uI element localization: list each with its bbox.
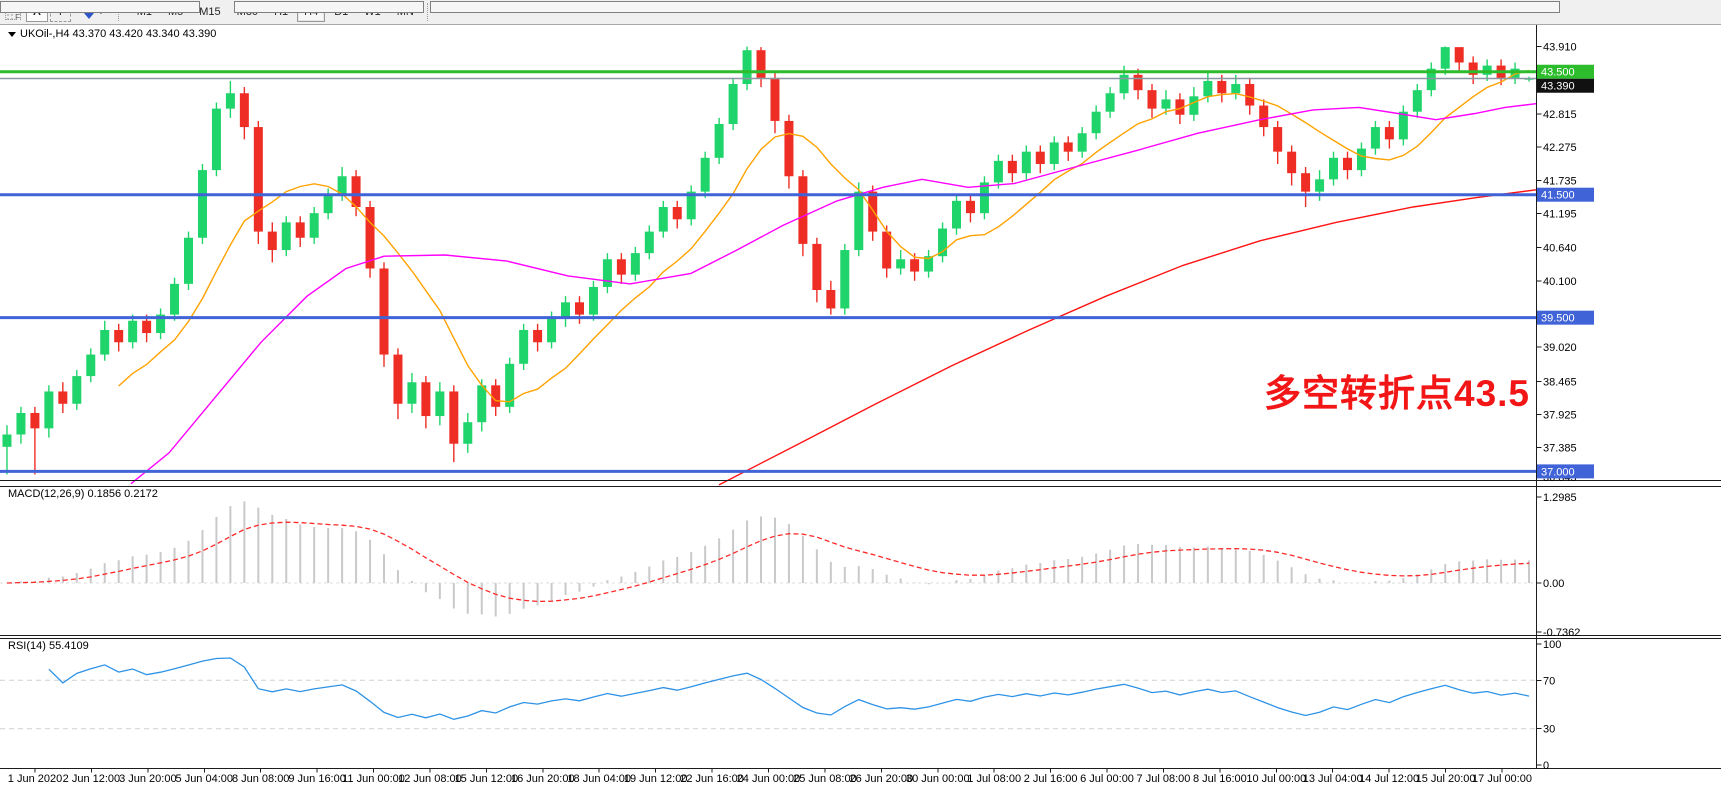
- rsi-value: 55.4109: [48, 640, 89, 652]
- svg-text:16 Jun 20:00: 16 Jun 20:00: [511, 773, 575, 785]
- candles-layer: [2, 46, 1534, 475]
- symbol-ohlc-text: UKOil-,H4 43.370 43.420 43.340 43.390: [20, 28, 217, 40]
- svg-text:2 Jun 12:00: 2 Jun 12:00: [63, 773, 121, 785]
- svg-text:100: 100: [1543, 639, 1561, 651]
- svg-text:42.815: 42.815: [1543, 109, 1577, 121]
- svg-text:11 Jun 00:00: 11 Jun 00:00: [342, 773, 405, 785]
- macd-histogram: [19, 501, 1531, 617]
- axis-price-label-37.000: 37.000: [1537, 464, 1594, 479]
- symbol-header: UKOil-,H4 43.370 43.420 43.340 43.390: [8, 28, 216, 40]
- svg-text:15 Jul 20:00: 15 Jul 20:00: [1416, 773, 1476, 785]
- macd-values: 0.1856 0.2172: [87, 488, 158, 500]
- svg-text:40.640: 40.640: [1543, 243, 1577, 255]
- svg-text:13 Jul 04:00: 13 Jul 04:00: [1303, 773, 1363, 785]
- axis-price-label-39.500: 39.500: [1537, 310, 1594, 325]
- axis-price-label-43.390: 43.390: [1537, 78, 1594, 93]
- svg-text:0: 0: [1543, 760, 1549, 772]
- bottom-tab[interactable]: [430, 1, 1560, 13]
- svg-text:24 Jun 00:00: 24 Jun 00:00: [737, 773, 801, 785]
- indicator-panels: [0, 501, 1536, 730]
- svg-text:30: 30: [1543, 724, 1555, 736]
- svg-text:8 Jul 16:00: 8 Jul 16:00: [1193, 773, 1247, 785]
- rsi-indicator-label: RSI(14) 55.4109: [8, 640, 89, 652]
- rsi-line: [48, 657, 1530, 720]
- macd-indicator-label: MACD(12,26,9) 0.1856 0.2172: [8, 488, 158, 500]
- main-price-panel: [0, 46, 1537, 486]
- svg-text:12 Jun 08:00: 12 Jun 08:00: [398, 773, 462, 785]
- axis-price-label-43.500: 43.500: [1537, 64, 1594, 79]
- svg-text:43.500: 43.500: [1541, 67, 1575, 79]
- svg-text:18 Jun 04:00: 18 Jun 04:00: [567, 773, 631, 785]
- svg-text:15 Jun 12:00: 15 Jun 12:00: [455, 773, 519, 785]
- svg-text:42.275: 42.275: [1543, 142, 1577, 154]
- chevron-down-icon: [8, 31, 16, 37]
- svg-text:39.500: 39.500: [1541, 313, 1575, 325]
- svg-text:2 Jul 16:00: 2 Jul 16:00: [1024, 773, 1078, 785]
- svg-text:6 Jul 00:00: 6 Jul 00:00: [1080, 773, 1134, 785]
- svg-text:14 Jul 12:00: 14 Jul 12:00: [1359, 773, 1419, 785]
- svg-text:25 Jun 08:00: 25 Jun 08:00: [793, 773, 857, 785]
- svg-text:1 Jun 2020: 1 Jun 2020: [8, 773, 62, 785]
- svg-text:38.465: 38.465: [1543, 376, 1577, 388]
- svg-text:41.735: 41.735: [1543, 175, 1577, 187]
- svg-text:40.100: 40.100: [1543, 276, 1577, 288]
- svg-text:0.00: 0.00: [1543, 578, 1564, 590]
- rsi-name: RSI(14): [8, 640, 46, 652]
- svg-text:37.925: 37.925: [1543, 410, 1577, 422]
- macd-signal-line: [6, 521, 1530, 603]
- grip-label: F: [15, 13, 20, 22]
- svg-text:17 Jul 00:00: 17 Jul 00:00: [1472, 773, 1532, 785]
- svg-text:43.390: 43.390: [1541, 81, 1575, 93]
- macd-name: MACD(12,26,9): [8, 488, 85, 500]
- svg-text:5 Jun 04:00: 5 Jun 04:00: [176, 773, 234, 785]
- svg-text:1 Jul 08:00: 1 Jul 08:00: [967, 773, 1021, 785]
- svg-text:39.020: 39.020: [1543, 342, 1577, 354]
- bottom-tab[interactable]: [234, 1, 424, 13]
- svg-text:41.195: 41.195: [1543, 208, 1577, 220]
- toolbar-separator: [426, 3, 433, 21]
- svg-text:22 Jun 16:00: 22 Jun 16:00: [680, 773, 744, 785]
- svg-text:43.910: 43.910: [1543, 42, 1577, 54]
- svg-text:3 Jun 20:00: 3 Jun 20:00: [119, 773, 177, 785]
- svg-text:70: 70: [1543, 675, 1555, 687]
- svg-text:41.500: 41.500: [1541, 190, 1575, 202]
- svg-text:10 Jul 00:00: 10 Jul 00:00: [1246, 773, 1306, 785]
- svg-text:1.2985: 1.2985: [1543, 492, 1577, 504]
- svg-text:9 Jun 16:00: 9 Jun 16:00: [288, 773, 346, 785]
- svg-text:30 Jun 00:00: 30 Jun 00:00: [906, 773, 970, 785]
- svg-text:37.000: 37.000: [1541, 466, 1575, 478]
- axis-price-label-41.500: 41.500: [1537, 187, 1594, 202]
- bottom-tab-bar: [0, 0, 1721, 13]
- svg-text:-0.7362: -0.7362: [1543, 627, 1580, 639]
- svg-text:7 Jul 08:00: 7 Jul 08:00: [1137, 773, 1191, 785]
- svg-text:8 Jun 08:00: 8 Jun 08:00: [232, 773, 290, 785]
- timeframe-button-M15[interactable]: M15: [199, 6, 221, 18]
- svg-text:19 Jun 12:00: 19 Jun 12:00: [624, 773, 688, 785]
- svg-text:37.385: 37.385: [1543, 443, 1577, 455]
- bottom-tab[interactable]: [0, 1, 200, 13]
- chart-annotation-text: 多空转折点43.5: [1264, 373, 1531, 414]
- chart-area[interactable]: 43.910 42.815 42.275 41.735 41.195 40.640 40.1…: [0, 25, 1721, 796]
- axes: 43.910 42.815 42.275 41.735 41.195 40.640 40.1…: [0, 25, 1721, 785]
- svg-text:26 Jun 20:00: 26 Jun 20:00: [850, 773, 914, 785]
